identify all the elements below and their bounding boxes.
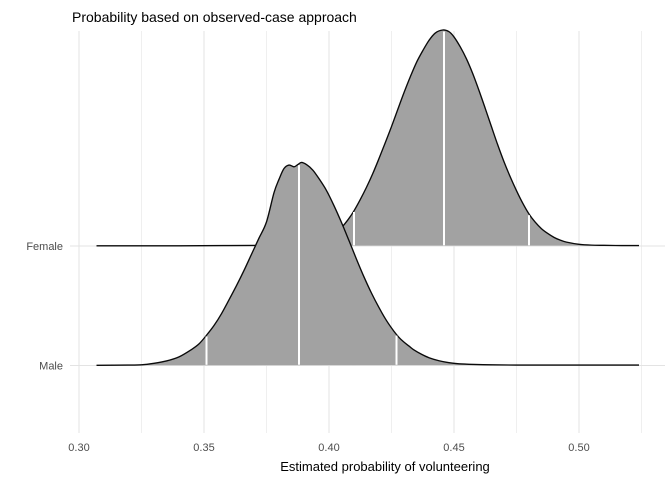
x-axis-title: Estimated probability of volunteering bbox=[280, 459, 490, 474]
chart-title: Probability based on observed-case appro… bbox=[72, 9, 357, 25]
x-tick-label: 0.50 bbox=[568, 442, 589, 454]
y-category-label-male: Male bbox=[39, 361, 63, 373]
axis-layer: 0.30 0.35 0.40 0.45 0.50 Female Male bbox=[26, 241, 589, 454]
density-curve-female bbox=[96, 29, 640, 247]
x-tick-label: 0.40 bbox=[318, 442, 339, 454]
x-tick-label: 0.35 bbox=[193, 442, 214, 454]
density-curve-male bbox=[96, 161, 639, 366]
y-category-label-female: Female bbox=[26, 241, 63, 253]
x-tick-label: 0.30 bbox=[68, 442, 89, 454]
x-tick-label: 0.45 bbox=[443, 442, 464, 454]
density-series-layer bbox=[96, 29, 640, 366]
